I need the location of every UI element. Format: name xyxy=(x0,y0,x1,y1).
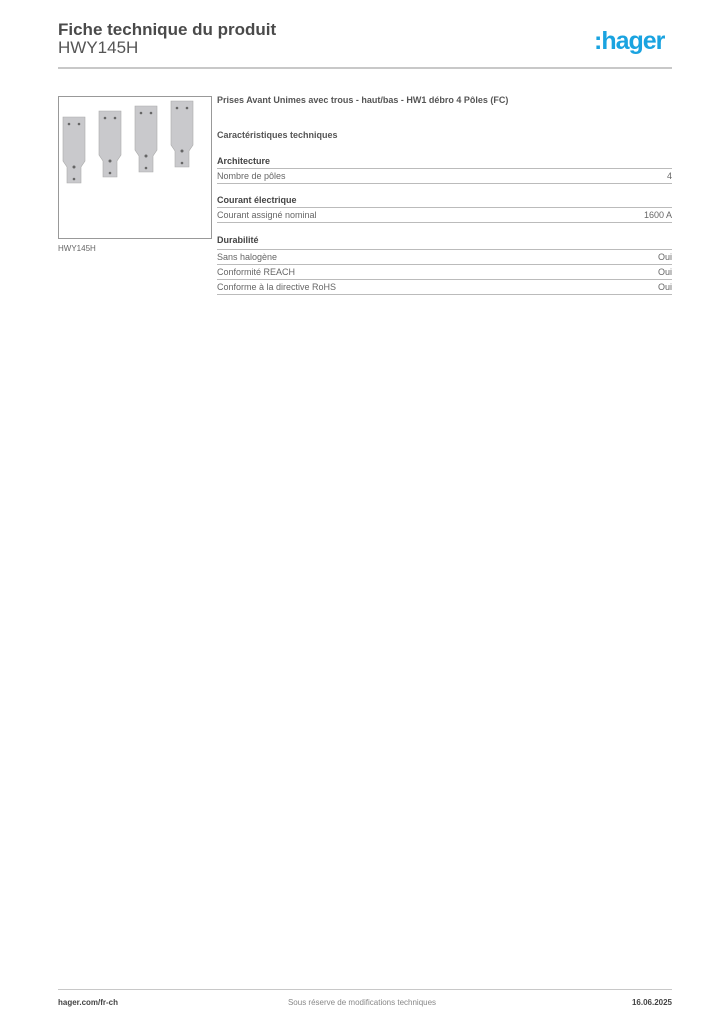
spec-label: Courant assigné nominal xyxy=(217,210,317,220)
spec-row: Conforme à la directive RoHS Oui xyxy=(217,280,672,295)
spec-label: Conformité REACH xyxy=(217,267,296,277)
spec-label: Conforme à la directive RoHS xyxy=(217,282,337,292)
footer-divider xyxy=(58,989,672,990)
spec-row: Sans halogène Oui xyxy=(217,250,672,265)
footer-website[interactable]: hager.com/fr-ch xyxy=(58,998,119,1007)
specs-heading: Caractéristiques techniques xyxy=(217,130,338,140)
spec-value: Oui xyxy=(657,282,672,292)
page-title: Fiche technique du produit xyxy=(58,20,277,39)
group-title: Durabilité xyxy=(217,235,259,245)
hager-logo: :hager xyxy=(594,27,665,55)
product-code: HWY145H xyxy=(58,38,139,57)
group-title: Architecture xyxy=(217,156,271,166)
footer-date: 16.06.2025 xyxy=(631,998,672,1007)
spec-row: Courant assigné nominal 1600 A xyxy=(217,208,672,223)
spec-group-durabilite: Durabilité Sans halogène Oui Conformité R… xyxy=(217,235,672,295)
spec-label: Nombre de pôles xyxy=(217,171,286,181)
spec-value: Oui xyxy=(657,252,672,262)
product-image xyxy=(58,96,212,239)
spec-value: 1600 A xyxy=(643,210,672,220)
product-busbar-icon xyxy=(62,100,194,184)
header-divider xyxy=(58,67,672,69)
footer-notice: Sous réserve de modifications techniques xyxy=(287,998,437,1007)
spec-label: Sans halogène xyxy=(217,252,278,262)
spec-group-architecture: Architecture Nombre de pôles 4 xyxy=(217,156,672,184)
spec-value: Oui xyxy=(657,267,672,277)
group-title: Courant électrique xyxy=(217,195,297,205)
spec-row: Nombre de pôles 4 xyxy=(217,169,672,184)
product-description: Prises Avant Unimes avec trous - haut/ba… xyxy=(217,95,509,105)
spec-group-courant: Courant électrique Courant assigné nomin… xyxy=(217,195,672,223)
spec-row: Conformité REACH Oui xyxy=(217,265,672,280)
image-caption: HWY145H xyxy=(58,244,96,253)
spec-value: 4 xyxy=(666,171,672,181)
